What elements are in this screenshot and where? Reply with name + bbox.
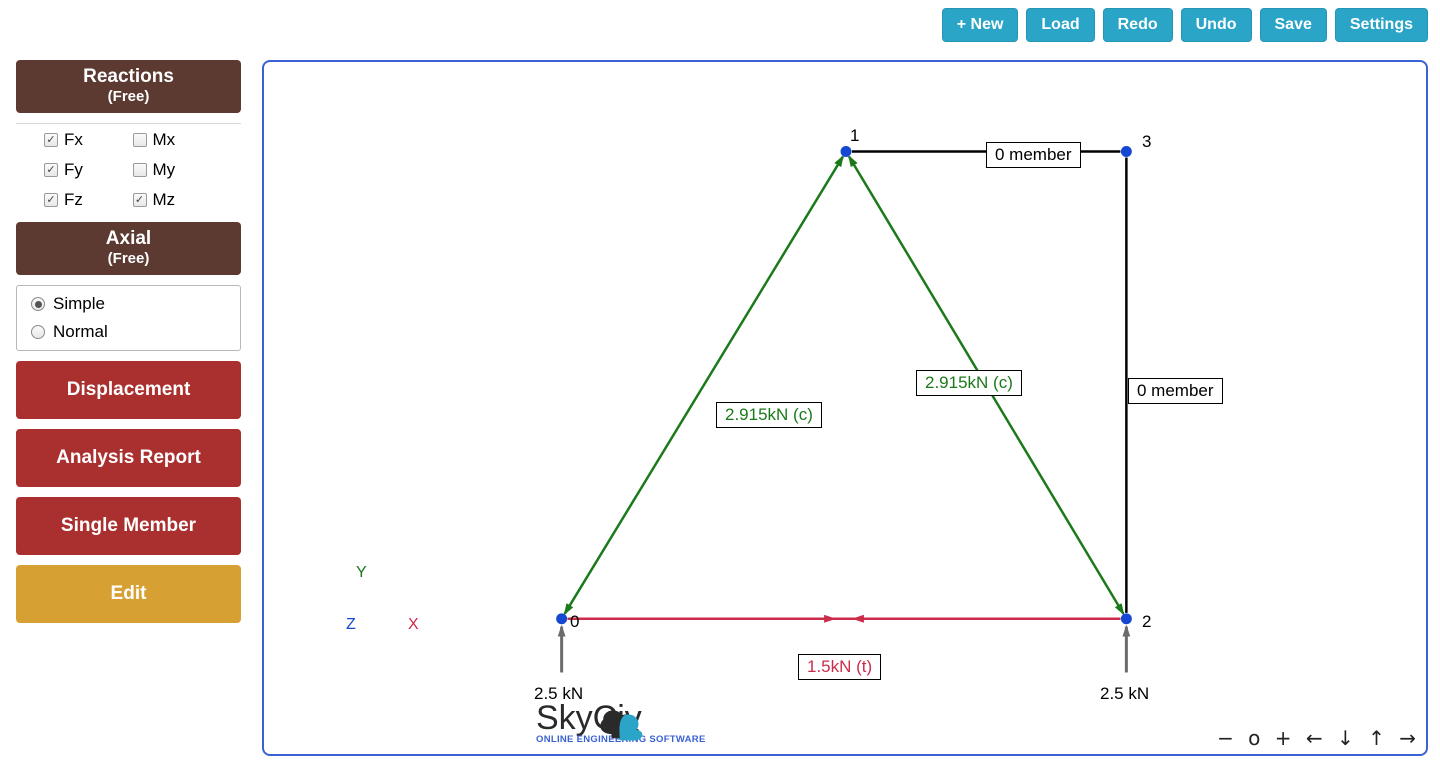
displacement-button[interactable]: Displacement [16,361,241,419]
checkbox-icon: ✓ [44,193,58,207]
check-mx[interactable]: Mx [133,130,222,150]
checkbox-icon: ✓ [44,163,58,177]
radio-simple[interactable]: Simple [31,294,226,314]
reactions-sub: (Free) [16,88,241,105]
check-mz[interactable]: ✓ Mz [133,190,222,210]
top-toolbar: + New Load Redo Undo Save Settings [942,8,1428,42]
radio-normal[interactable]: Normal [31,322,226,342]
radio-label: Simple [53,294,105,314]
member-force-label: 0 member [986,142,1081,168]
settings-button[interactable]: Settings [1335,8,1428,42]
member-force-label: 1.5kN (t) [798,654,881,680]
checkbox-icon [133,163,147,177]
check-my[interactable]: My [133,160,222,180]
check-label: Fx [64,130,83,150]
single-member-button[interactable]: Single Member [16,497,241,555]
check-label: My [153,160,176,180]
cloud-icon [536,701,706,745]
member-force-label: 2.915kN (c) [716,402,822,428]
x-axis-label: X [408,616,419,634]
radio-label: Normal [53,322,108,342]
node-id-label: 0 [570,612,579,632]
check-label: Fy [64,160,83,180]
reaction-value-label: 2.5 kN [534,684,583,704]
check-label: Fz [64,190,83,210]
view-controls[interactable]: − o + ← ↓ ↑ → [1217,726,1420,750]
radio-icon [31,297,45,311]
check-fz[interactable]: ✓ Fz [44,190,133,210]
analysis-report-button[interactable]: Analysis Report [16,429,241,487]
axial-panel-header[interactable]: Axial (Free) [16,222,241,275]
diagram-svg [264,62,1426,754]
y-axis-label: Y [356,564,367,582]
checkbox-icon: ✓ [44,133,58,147]
edit-button[interactable]: Edit [16,565,241,623]
logo: SkyCiv ONLINE ENGINEERING SOFTWARE [536,701,706,745]
checkbox-icon [133,133,147,147]
axial-mode-radios: Simple Normal [16,285,241,351]
structure-canvas[interactable]: Y X Z SkyCiv ONLINE ENGINEERING SOFTWARE… [262,60,1428,756]
reactions-checks: ✓ Fx Mx ✓ Fy My ✓ Fz ✓ Mz [16,123,241,212]
new-button[interactable]: + New [942,8,1019,42]
axial-title: Axial [16,228,241,250]
reactions-panel-header[interactable]: Reactions (Free) [16,60,241,113]
check-fy[interactable]: ✓ Fy [44,160,133,180]
member-force-label: 2.915kN (c) [916,370,1022,396]
save-button[interactable]: Save [1260,8,1327,42]
radio-icon [31,325,45,339]
node-id-label: 3 [1142,132,1151,152]
member-force-label: 0 member [1128,378,1223,404]
load-button[interactable]: Load [1026,8,1094,42]
check-label: Mx [153,130,176,150]
sidebar: Reactions (Free) ✓ Fx Mx ✓ Fy My ✓ Fz ✓ Mz A… [16,60,241,623]
reactions-title: Reactions [16,66,241,88]
redo-button[interactable]: Redo [1103,8,1173,42]
check-label: Mz [153,190,176,210]
z-axis-label: Z [346,616,356,634]
node-id-label: 2 [1142,612,1151,632]
check-fx[interactable]: ✓ Fx [44,130,133,150]
axial-sub: (Free) [16,250,241,267]
reaction-value-label: 2.5 kN [1100,684,1149,704]
undo-button[interactable]: Undo [1181,8,1252,42]
node-id-label: 1 [850,126,859,146]
checkbox-icon: ✓ [133,193,147,207]
